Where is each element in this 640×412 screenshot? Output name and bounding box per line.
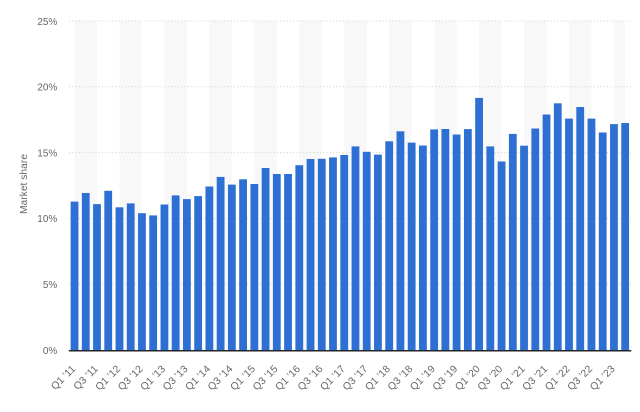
svg-text:0%: 0% <box>43 346 58 357</box>
svg-text:25%: 25% <box>37 17 57 28</box>
svg-text:Market share: Market share <box>19 154 30 214</box>
svg-text:5%: 5% <box>43 280 58 291</box>
svg-text:15%: 15% <box>37 148 57 159</box>
svg-text:20%: 20% <box>37 83 57 94</box>
svg-text:10%: 10% <box>37 214 57 225</box>
